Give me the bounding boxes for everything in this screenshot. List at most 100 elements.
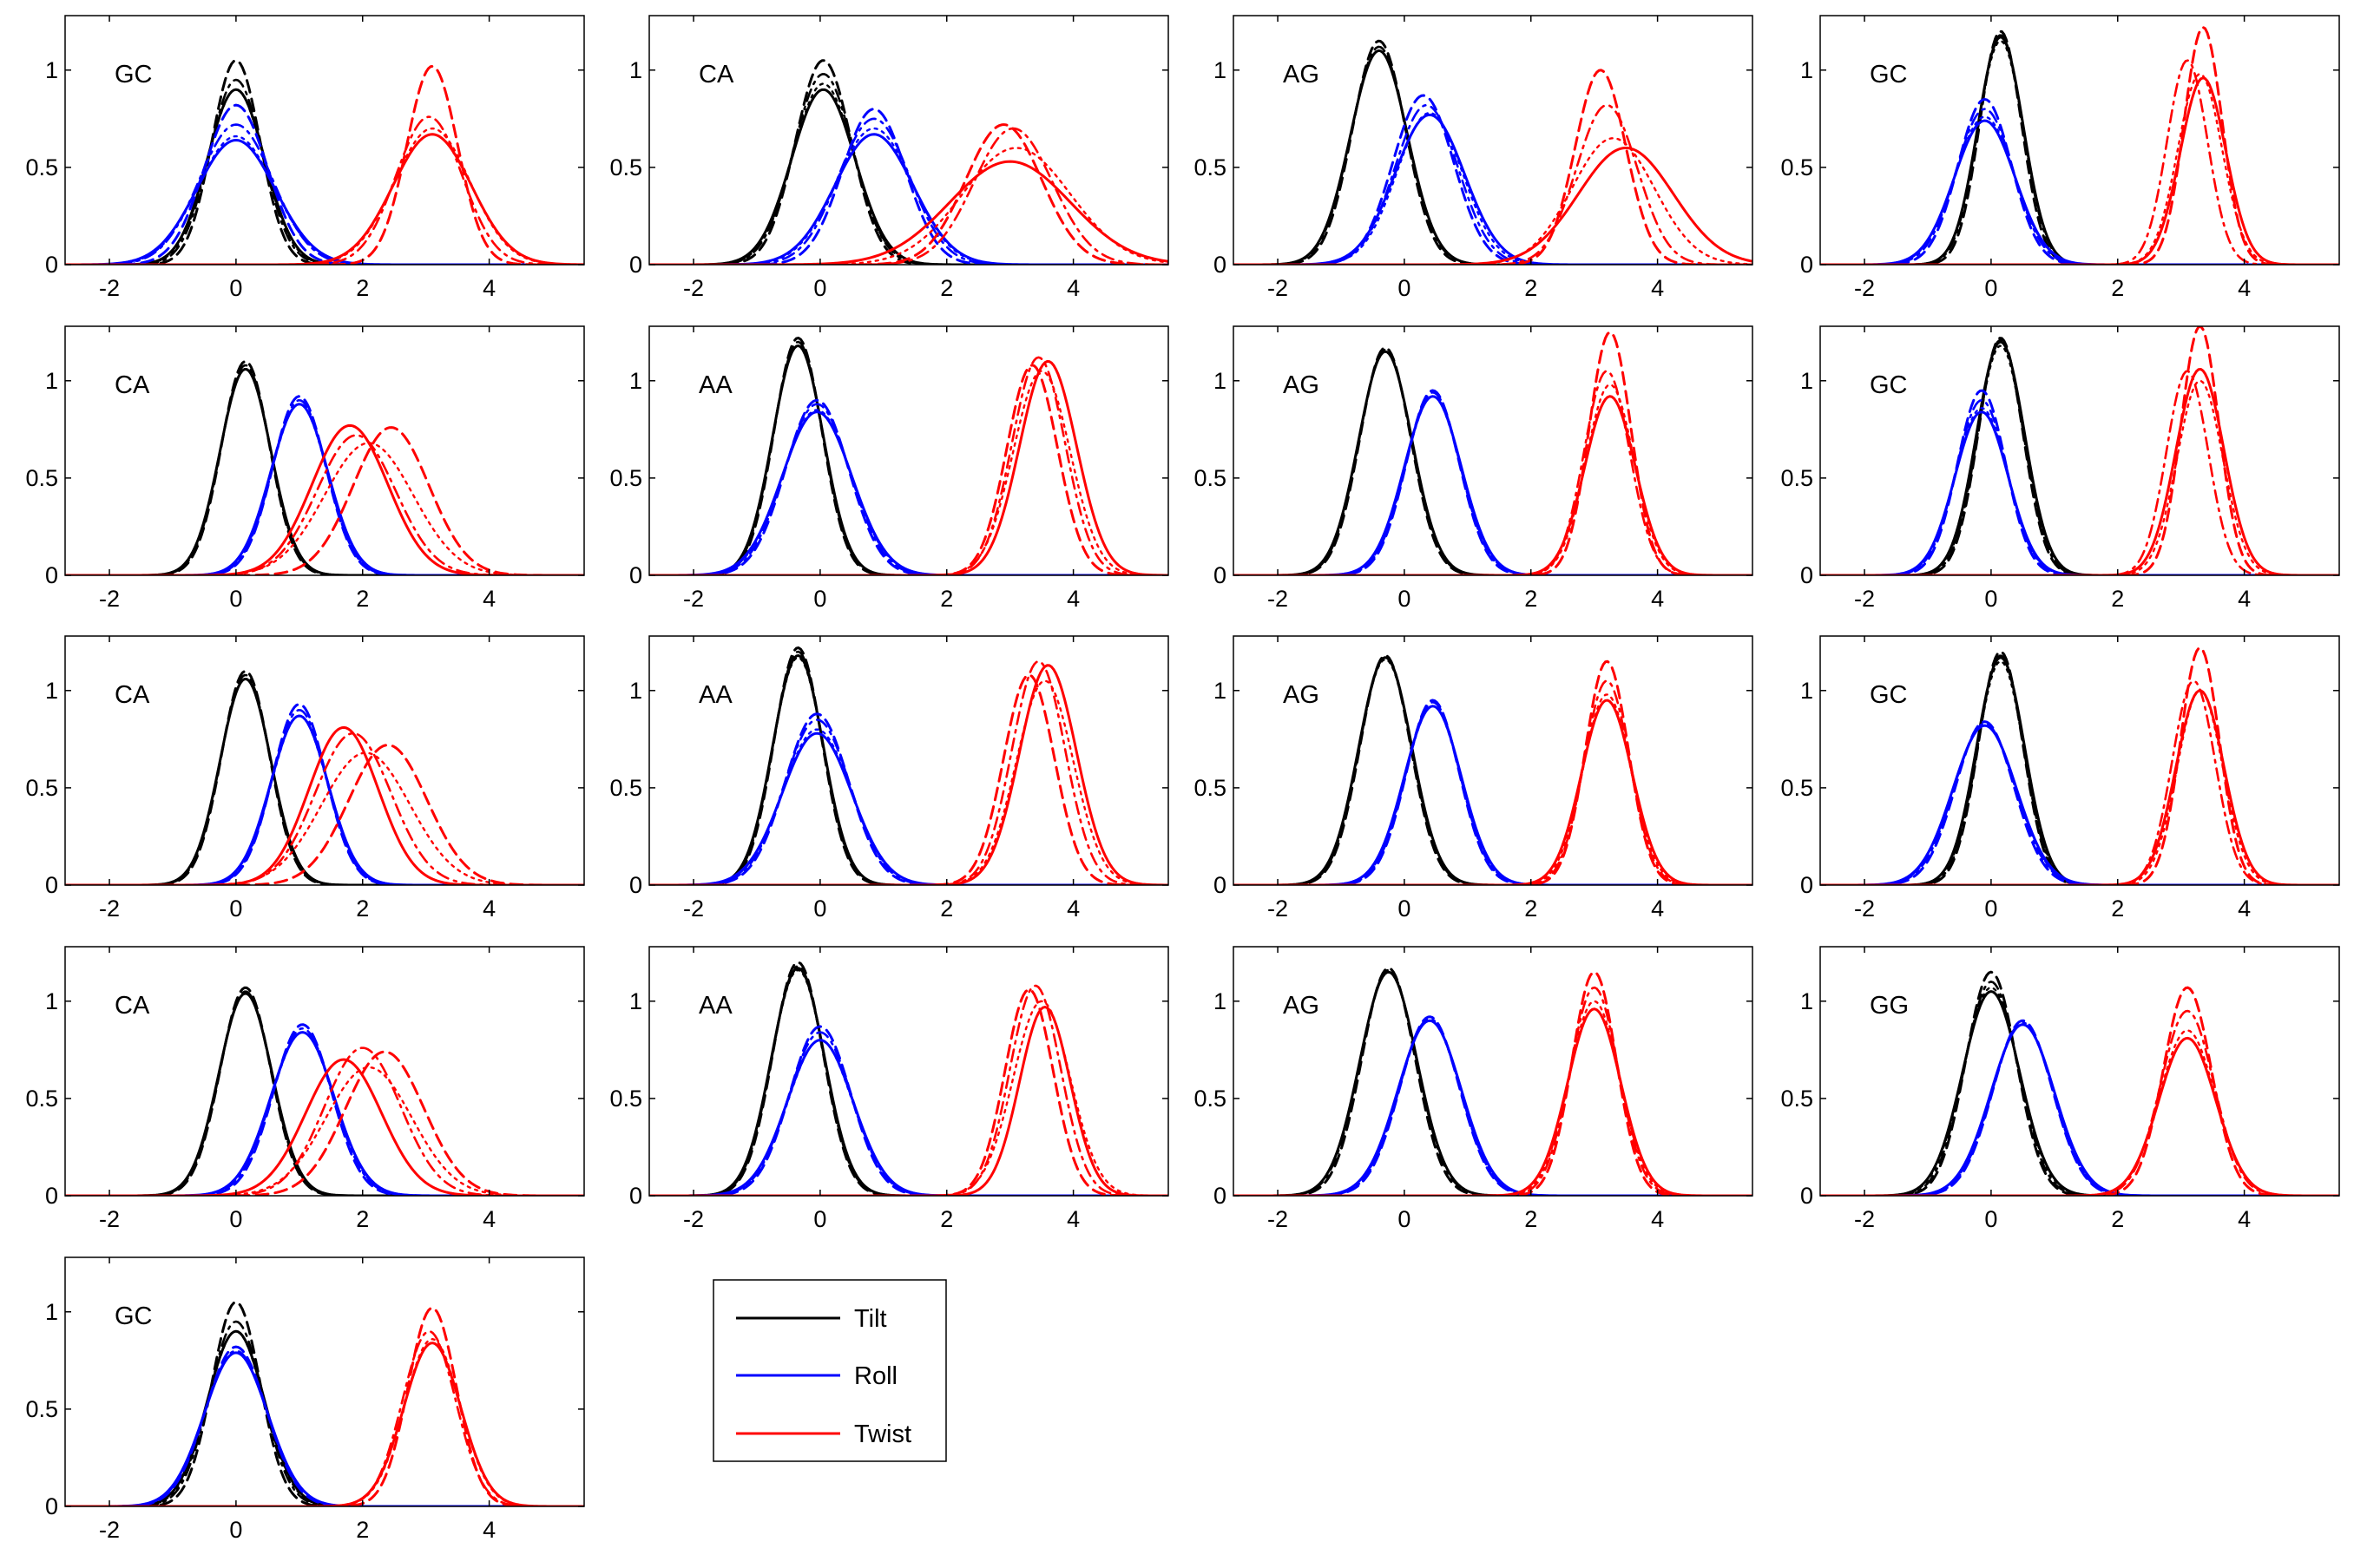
x-tick-label: 4: [2238, 896, 2251, 922]
twist-dashed-line: [649, 123, 1168, 265]
panel-curves: [65, 1301, 584, 1506]
y-tick-label: 0: [1800, 252, 1813, 278]
y-tick-label: 0: [1213, 562, 1226, 588]
panel-axes-box: [64, 946, 585, 1197]
y-tick-label: 0.5: [1193, 1086, 1226, 1112]
tilt-dotted-line: [65, 89, 584, 265]
twist-dashed-line: [649, 673, 1168, 885]
panel-15: -2 0 2 4 0 0.5 1 AG: [1193, 946, 1753, 1232]
roll-solid-line: [1233, 395, 1752, 575]
roll-dotted-line: [65, 1351, 584, 1506]
x-tick-label: 4: [483, 1517, 496, 1543]
x-tick-label: 2: [356, 896, 369, 922]
panel-12: -2 0 2 4 0 0.5 1 GC: [1780, 635, 2340, 922]
x-tick-label: 4: [1067, 275, 1080, 301]
x-tick-label: 0: [1984, 586, 1997, 612]
y-tick-label: 0.5: [1193, 465, 1226, 491]
y-tick-label: 1: [629, 57, 642, 83]
y-tick-label: 1: [45, 57, 58, 83]
panel-label: AG: [1283, 371, 1319, 399]
panel-axes-box: [1819, 946, 2340, 1197]
panel-label: AA: [699, 992, 733, 1020]
twist-dotted-line: [1233, 137, 1752, 265]
roll-solid-line: [65, 1031, 584, 1196]
panel-axes-box: [64, 15, 585, 266]
y-tick-label: 0.5: [1780, 154, 1813, 180]
x-tick-label: -2: [683, 586, 704, 612]
y-tick-label: 0: [45, 252, 58, 278]
twist-dashdot-line: [649, 127, 1168, 265]
panel-9: -2 0 2 4 0 0.5 1 CA: [25, 635, 585, 922]
x-tick-label: 4: [1067, 1206, 1080, 1232]
panel-label: AA: [699, 371, 733, 399]
y-tick-label: 1: [1213, 57, 1226, 83]
twist-dotted-line: [65, 1066, 584, 1196]
roll-dashed-line: [649, 1025, 1168, 1196]
y-tick-label: 0: [1800, 1183, 1813, 1209]
x-tick-label: 0: [229, 586, 242, 612]
panel-label: CA: [115, 992, 150, 1020]
legend-label-twist: Twist: [854, 1420, 911, 1448]
x-tick-label: 2: [2111, 896, 2124, 922]
roll-solid-line: [1233, 705, 1752, 885]
x-tick-label: 0: [813, 275, 826, 301]
panel-label: GC: [115, 61, 153, 89]
twist-dotted-line: [1820, 379, 2339, 575]
panel-axes-box: [1819, 15, 2340, 266]
y-tick-label: 0.5: [25, 775, 58, 801]
x-tick-label: 0: [1397, 896, 1410, 922]
panel-5: -2 0 2 4 0 0.5 1 CA: [25, 325, 585, 612]
roll-solid-line: [65, 403, 584, 575]
twist-dotted-line: [1233, 384, 1752, 575]
x-tick-label: -2: [1267, 896, 1288, 922]
x-tick-label: 4: [2238, 275, 2251, 301]
tilt-dotted-line: [1820, 986, 2339, 1196]
x-tick-label: 4: [1651, 896, 1664, 922]
panel-label: AA: [699, 681, 733, 709]
roll-solid-line: [65, 139, 584, 265]
twist-dashed-line: [65, 64, 584, 265]
roll-dotted-line: [649, 728, 1168, 885]
tilt-solid-line: [65, 88, 584, 265]
y-tick-label: 0.5: [25, 154, 58, 180]
twist-dashed-line: [1820, 646, 2339, 885]
y-tick-label: 1: [45, 988, 58, 1014]
roll-solid-line: [649, 1039, 1168, 1196]
y-tick-label: 0: [1213, 1183, 1226, 1209]
panel-label: CA: [115, 371, 150, 399]
panel-1: -2 0 2 4 0 0.5 1 GC: [25, 15, 585, 301]
panel-label: CA: [699, 61, 734, 89]
twist-dashdot-line: [1820, 59, 2339, 265]
y-tick-label: 0: [45, 1183, 58, 1209]
y-tick-label: 1: [629, 988, 642, 1014]
roll-dotted-line: [65, 134, 584, 265]
roll-dashed-line: [65, 1345, 584, 1506]
roll-dashed-line: [649, 398, 1168, 575]
x-tick-label: 4: [1651, 1206, 1664, 1232]
y-tick-label: 1: [1800, 678, 1813, 704]
twist-solid-line: [1820, 367, 2339, 575]
roll-dashdot-line: [649, 718, 1168, 885]
y-tick-label: 1: [629, 368, 642, 394]
y-tick-label: 0: [1800, 562, 1813, 588]
panel-axes-box: [648, 946, 1169, 1197]
x-tick-label: 0: [1984, 1206, 1997, 1232]
twist-dotted-line: [65, 127, 584, 265]
twist-dashed-line: [1820, 25, 2339, 265]
roll-dashdot-line: [65, 1027, 584, 1196]
x-tick-label: 2: [1524, 586, 1537, 612]
tilt-dashdot-line: [65, 1320, 584, 1506]
roll-dotted-line: [649, 409, 1168, 575]
roll-dotted-line: [1233, 1020, 1752, 1196]
roll-dotted-line: [1233, 705, 1752, 885]
y-tick-label: 0: [45, 562, 58, 588]
x-tick-label: 2: [356, 586, 369, 612]
x-tick-label: 0: [1397, 1206, 1410, 1232]
y-tick-label: 1: [1800, 368, 1813, 394]
roll-dashdot-line: [1233, 390, 1752, 575]
tilt-dotted-line: [1233, 49, 1752, 265]
tilt-solid-line: [65, 992, 584, 1196]
panel-axes-box: [1233, 635, 1753, 886]
y-tick-label: 0.5: [25, 1396, 58, 1422]
x-tick-label: 2: [1524, 896, 1537, 922]
